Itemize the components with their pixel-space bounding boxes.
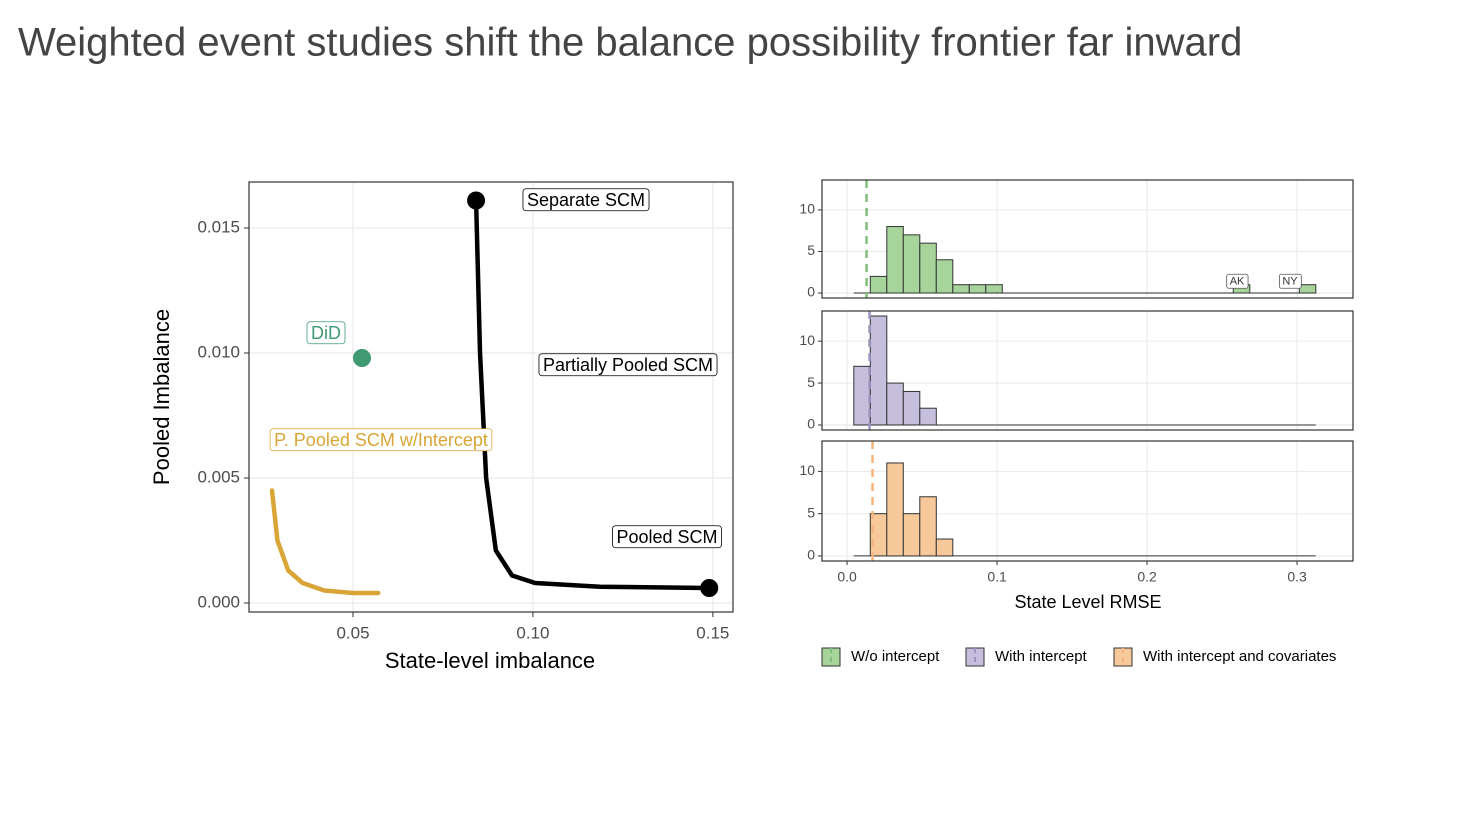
y-tick-label: 10 [799,332,815,348]
label-box [306,321,346,345]
label-box [522,188,650,212]
y-tick-label: 0 [807,547,815,563]
bar [886,226,904,294]
y-tick-label: 0 [807,416,815,432]
bar [869,275,888,294]
label-box [269,428,493,452]
y-tick-label: 10 [799,201,815,217]
bar [869,315,888,426]
annotation: AK [1230,275,1245,287]
x-tick-label: 0.10 [516,623,549,642]
bar [968,284,987,294]
y-axis-title: Pooled Imbalance [149,309,174,485]
bar [902,390,921,426]
series-label: Pooled SCM [616,527,717,547]
bar [853,365,871,426]
point [352,349,371,367]
panel-frame [821,310,1354,431]
label-box [538,353,718,377]
slide-title: Weighted event studies shift the balance… [18,21,1242,65]
bar [935,538,954,557]
y-tick-label: 0.010 [197,342,240,361]
bar [886,462,904,557]
series-label: Separate SCM [527,190,645,210]
bar [919,407,937,426]
y-tick-label: 10 [799,462,815,478]
annotation: NY [1282,275,1298,287]
bar [902,234,921,294]
point [467,191,486,210]
bar [952,284,970,294]
panel-frame [821,179,1354,299]
x-tick-label: 0.3 [1287,569,1307,585]
bar [869,513,888,557]
bar [985,284,1003,294]
annotation-box [1278,273,1302,289]
y-tick-label: 0.015 [197,217,240,236]
annotation-box [1226,273,1249,289]
x-tick-label: 0.2 [1137,569,1157,585]
panel-frame [821,440,1354,562]
series-label: DiD [311,323,341,343]
x-tick-label: 0.05 [336,623,369,642]
bar [902,513,921,557]
bar [919,496,937,557]
curve [269,488,381,596]
x-axis-title: State Level RMSE [1014,592,1161,612]
x-axis-title: State-level imbalance [385,648,595,673]
plot-frame [248,181,734,613]
bar [1298,284,1317,294]
y-tick-label: 5 [807,242,815,258]
x-tick-label: 0.0 [837,569,857,585]
legend-label: W/o intercept [851,648,940,665]
series-label: Partially Pooled SCM [543,355,713,375]
x-tick-label: 0.1 [987,569,1007,585]
y-tick-label: 5 [807,504,815,520]
y-tick-label: 0 [807,284,815,300]
bar [886,382,904,426]
curve [473,198,712,591]
label-box [612,525,722,549]
y-tick-label: 0.005 [197,467,240,486]
x-tick-label: 0.15 [696,623,729,642]
bar [935,259,954,294]
y-tick-label: 0.000 [197,592,240,611]
point [700,579,719,597]
series-label: P. Pooled SCM w/Intercept [274,430,488,450]
legend-label: With intercept and covariates [1143,648,1336,665]
legend-label: With intercept [995,648,1088,665]
bar [919,242,937,294]
y-tick-label: 5 [807,374,815,390]
